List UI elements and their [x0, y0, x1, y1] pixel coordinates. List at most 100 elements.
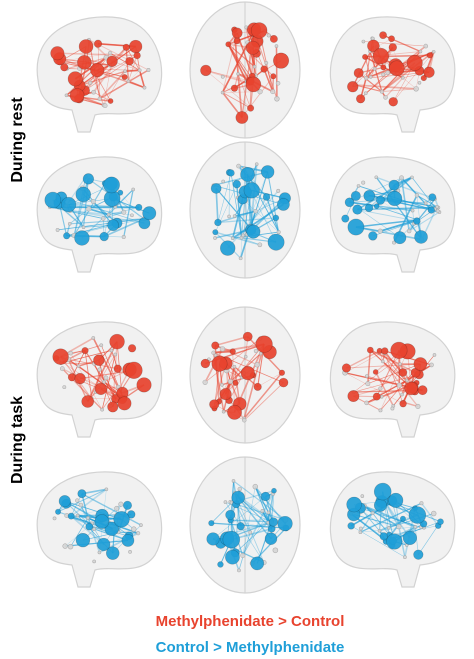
node	[399, 399, 407, 408]
node	[200, 358, 211, 369]
node	[355, 94, 366, 104]
node	[241, 233, 246, 238]
node	[135, 203, 143, 211]
connection	[70, 515, 105, 546]
node	[344, 197, 355, 208]
connection	[265, 196, 280, 233]
node	[94, 382, 108, 396]
node	[362, 53, 369, 60]
node	[107, 219, 120, 232]
node	[107, 50, 113, 56]
connection	[349, 199, 381, 203]
node	[413, 549, 424, 560]
node	[428, 193, 437, 202]
node	[227, 404, 242, 420]
connection	[242, 512, 269, 556]
node	[90, 199, 96, 205]
node	[86, 206, 92, 212]
connection	[230, 519, 272, 529]
node	[250, 22, 268, 39]
connection	[355, 219, 418, 228]
brain-panel	[189, 306, 301, 444]
connection	[214, 228, 251, 239]
node	[374, 175, 379, 180]
node	[106, 546, 120, 560]
node	[220, 74, 225, 79]
node	[388, 43, 397, 52]
node	[404, 381, 418, 396]
node	[133, 51, 141, 60]
node	[231, 490, 245, 505]
node	[68, 350, 74, 356]
connection	[385, 77, 404, 98]
node	[257, 242, 263, 248]
connection	[381, 51, 435, 93]
node	[113, 352, 118, 357]
connection	[411, 177, 438, 212]
connection	[363, 505, 400, 528]
node	[429, 362, 434, 368]
node	[227, 214, 231, 219]
node	[264, 61, 269, 65]
brain-outline	[36, 156, 163, 273]
connection	[236, 40, 274, 77]
node	[385, 70, 390, 75]
node	[278, 369, 286, 376]
connection	[267, 493, 274, 523]
node	[347, 81, 359, 93]
node	[104, 521, 119, 536]
node	[106, 55, 118, 67]
connection	[254, 486, 286, 525]
node	[97, 550, 102, 555]
node	[59, 366, 65, 372]
node	[245, 40, 260, 55]
node	[399, 175, 404, 181]
node	[97, 367, 102, 372]
node	[67, 71, 83, 87]
connection	[393, 51, 434, 102]
node	[237, 568, 241, 573]
connection	[392, 394, 403, 407]
node	[200, 64, 212, 77]
node	[396, 524, 402, 530]
connection	[344, 372, 404, 404]
node	[432, 353, 437, 357]
node	[260, 165, 275, 179]
node	[121, 74, 128, 81]
node	[368, 231, 378, 241]
node	[76, 364, 81, 368]
node	[347, 522, 355, 530]
connection	[103, 61, 130, 106]
node	[136, 377, 152, 393]
node	[400, 392, 404, 397]
node	[402, 555, 407, 560]
node	[88, 80, 93, 85]
connection	[101, 386, 119, 410]
node	[414, 193, 420, 198]
node	[272, 547, 279, 554]
node	[219, 388, 232, 401]
node	[242, 418, 247, 423]
node	[406, 54, 423, 71]
node	[81, 395, 95, 408]
connection	[243, 373, 249, 419]
connection	[242, 486, 256, 556]
node	[237, 486, 243, 492]
node	[213, 236, 217, 240]
node	[350, 190, 361, 201]
node	[270, 73, 277, 80]
node	[347, 218, 365, 236]
node	[373, 498, 387, 512]
node	[423, 66, 435, 78]
node	[271, 487, 277, 494]
node	[427, 206, 435, 214]
node	[82, 173, 95, 185]
connection	[376, 379, 408, 398]
connection	[78, 365, 125, 400]
connection	[103, 61, 113, 106]
node	[221, 409, 226, 414]
node	[225, 549, 240, 565]
connection	[237, 497, 272, 540]
node	[75, 532, 91, 548]
connection	[58, 203, 68, 236]
